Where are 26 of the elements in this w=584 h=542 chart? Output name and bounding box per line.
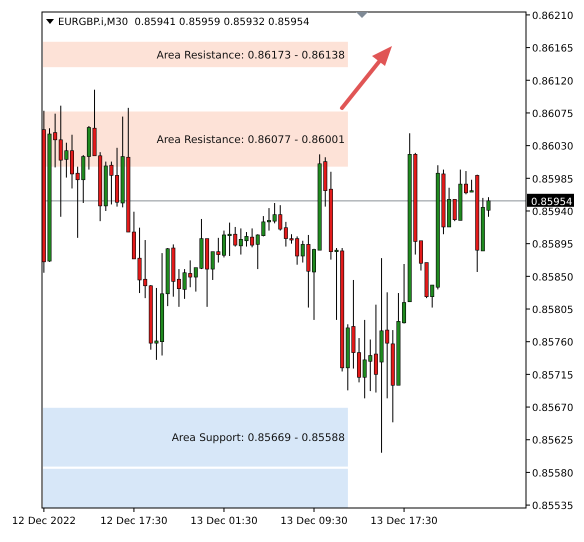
y-tick-label: 0.85535 [532, 501, 574, 512]
x-tick-label: 13 Dec 17:30 [370, 516, 438, 527]
y-tick-label: 0.85670 [532, 403, 574, 414]
y-tick-label: 0.85850 [532, 272, 574, 284]
x-tick-label: 12 Dec 17:30 [100, 516, 168, 527]
band-label: Area Resistance: 0.86077 - 0.86001 [156, 134, 345, 146]
ref-line-label: 0.85954 [531, 196, 572, 208]
y-tick-label: 0.85715 [532, 370, 574, 382]
y-tick-label: 0.85625 [532, 436, 574, 447]
y-tick-label: 0.86165 [532, 44, 574, 55]
y-tick-label: 0.86120 [532, 76, 574, 88]
y-tick-label: 0.86210 [532, 10, 574, 22]
y-tick-label: 0.86075 [532, 108, 574, 120]
y-tick-label: 0.85940 [532, 206, 574, 218]
y-tick-label: 0.85580 [532, 468, 574, 480]
y-tick-label: 0.85760 [532, 338, 574, 349]
y-tick-label: 0.85805 [532, 305, 574, 316]
band-label: Area Support: 0.85669 - 0.85588 [172, 432, 345, 444]
x-tick-label: 13 Dec 01:30 [190, 516, 258, 527]
y-tick-label: 0.86030 [532, 142, 574, 153]
y-tick-label: 0.85985 [532, 174, 574, 186]
band-label: Area Resistance: 0.86173 - 0.86138 [156, 49, 345, 62]
y-tick-label: 0.85895 [532, 240, 574, 251]
x-tick-label: 13 Dec 09:30 [280, 516, 348, 527]
text: EURGBP.i,M30 0.85941 0.85959 0.85932 0.85954 [58, 17, 310, 28]
x-tick-label: 12 Dec 2022 [12, 516, 76, 527]
